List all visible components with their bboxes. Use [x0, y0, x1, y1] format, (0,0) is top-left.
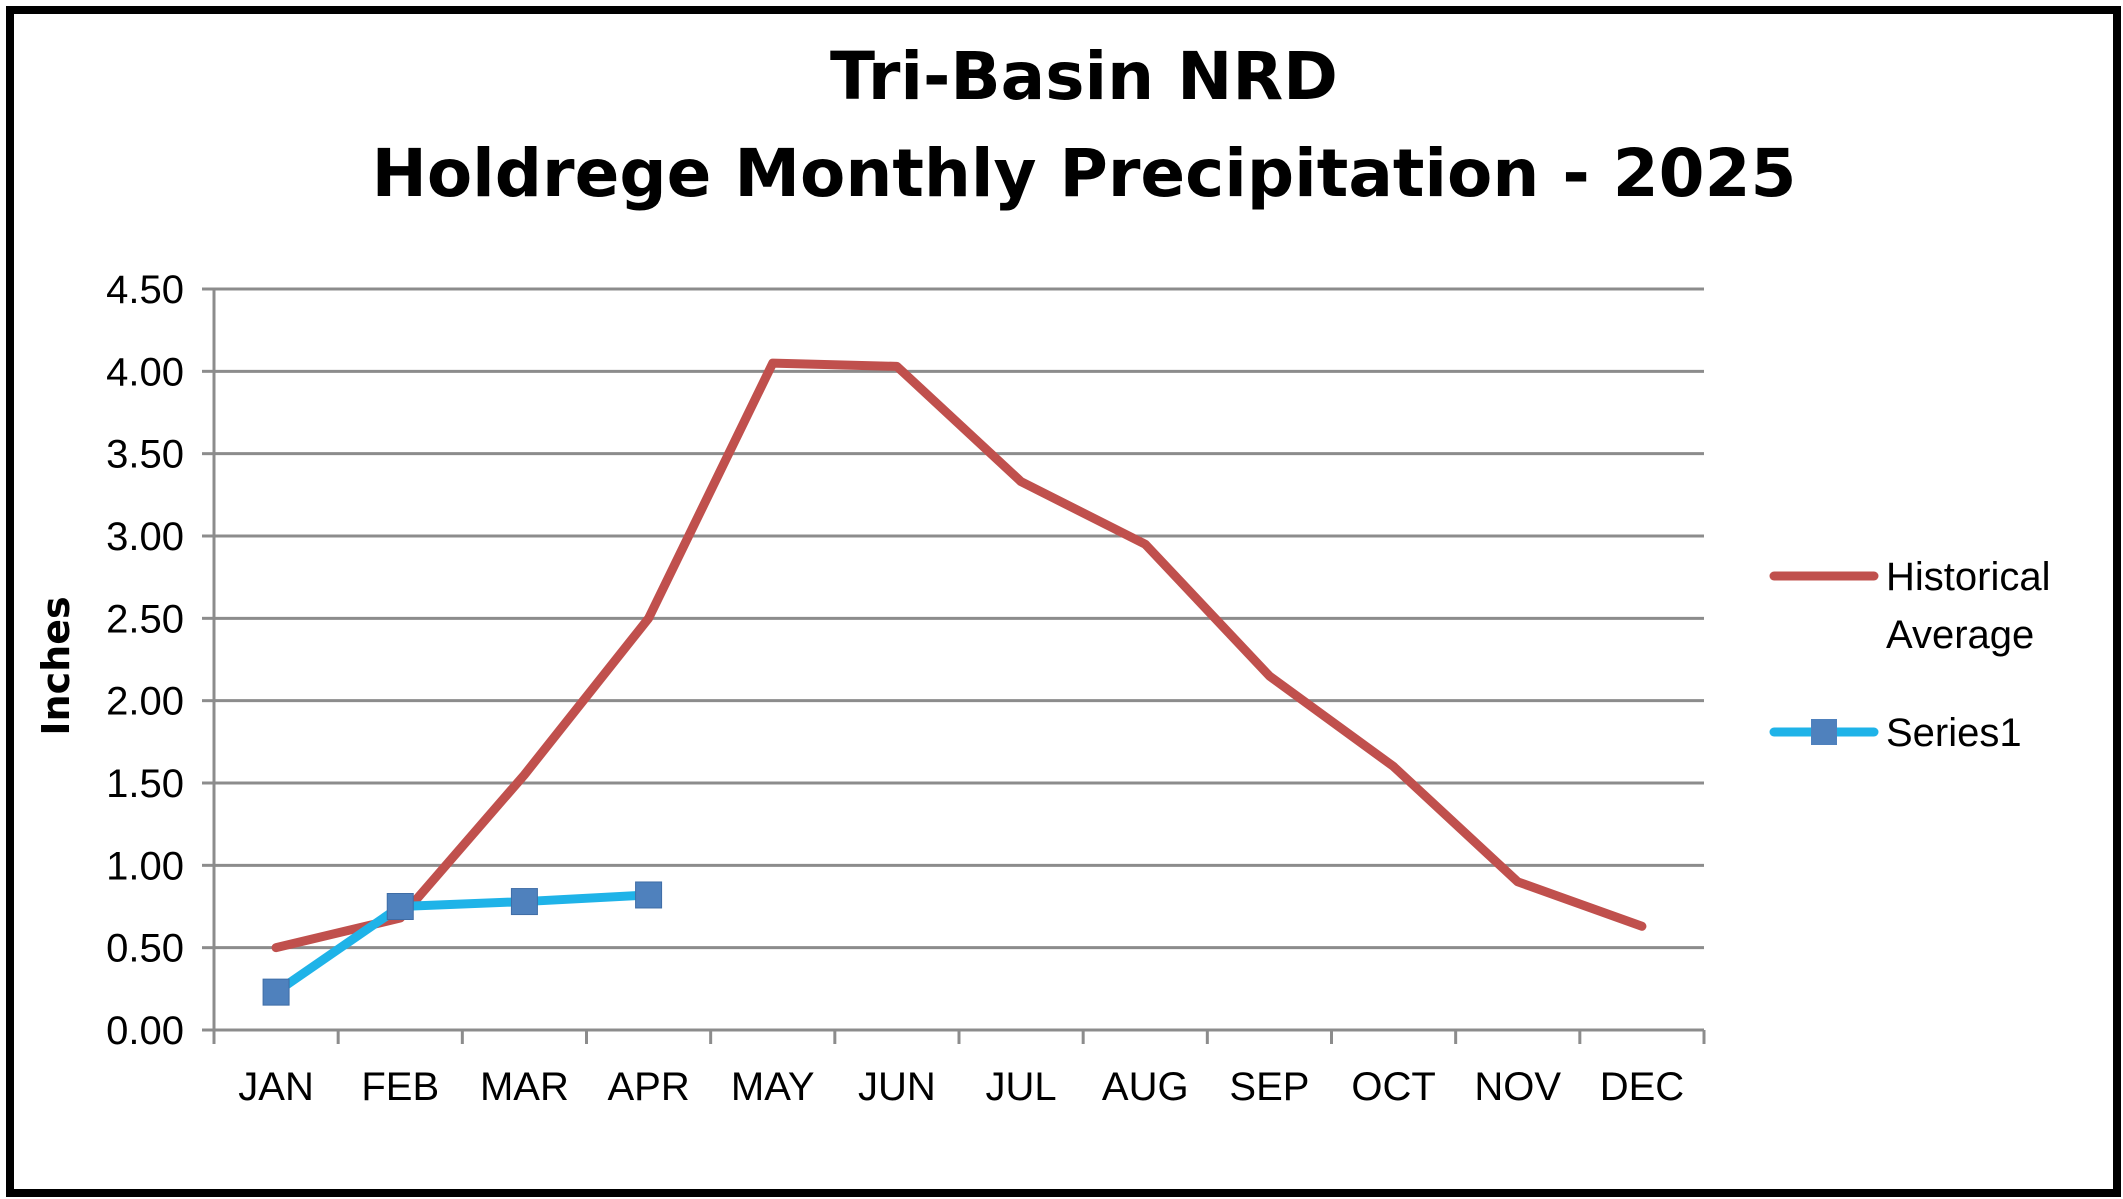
x-tick-label-oct: OCT [1351, 1065, 1435, 1109]
x-tick-label-dec: DEC [1600, 1065, 1684, 1109]
chart-title-line-2: Holdrege Monthly Precipitation - 2025 [372, 135, 1797, 212]
series-1-point-mar [510, 888, 538, 916]
x-tick-labels: JAN FEB MAR APR MAY JUN JUL AUG SEP OCT NOV DEC [238, 1065, 1684, 1109]
x-tick-label-may: MAY [731, 1065, 815, 1109]
legend-marker-1 [1811, 719, 1837, 745]
x-tick-label-aug: AUG [1102, 1065, 1189, 1109]
y-tick-label-6: 3.00 [106, 515, 184, 559]
legend-label-0-0: Historical [1886, 555, 2050, 599]
y-tick-label-9: 4.50 [106, 268, 184, 312]
x-tick-label-sep: SEP [1229, 1065, 1309, 1109]
y-tick-label-7: 3.50 [106, 433, 184, 477]
y-tick-label-2: 1.00 [106, 844, 184, 888]
y-tick-labels: 0.00 0.50 1.00 1.50 2.00 2.50 3.00 3.50 4.00 4.50 [106, 268, 184, 1053]
chart-frame: Tri-Basin NRD Holdrege Monthly Precipita… [6, 6, 2121, 1197]
y-tick-label-3: 1.50 [106, 762, 184, 806]
gridlines [214, 287, 1704, 950]
chart-title-line-1: Tri-Basin NRD [830, 38, 1338, 115]
series-lines [262, 358, 1647, 1006]
y-axis-label: Inches [34, 596, 78, 735]
x-tick-label-jun: JUN [858, 1065, 936, 1109]
y-tick-label-5: 2.50 [106, 597, 184, 641]
series-1-point-feb [386, 893, 414, 920]
x-tick-label-apr: APR [607, 1065, 689, 1109]
series-1-point-jan [262, 978, 290, 1006]
x-tick-label-jul: JUL [986, 1065, 1057, 1109]
x-tick-label-mar: MAR [480, 1065, 569, 1109]
series-line-0 [271, 358, 1647, 953]
legend-label-0-1: Average [1886, 613, 2034, 657]
y-tick-label-1: 0.50 [106, 927, 184, 971]
legend-label-1-0: Series1 [1886, 711, 2022, 755]
y-tick-label-4: 2.00 [106, 680, 184, 724]
legend: Historical Average Series1 [1769, 555, 2050, 755]
x-tick-label-nov: NOV [1474, 1065, 1561, 1109]
axes [202, 287, 1706, 1044]
series-line-1 [271, 890, 654, 997]
series-1-point-apr [635, 881, 663, 909]
x-tick-label-feb: FEB [361, 1065, 439, 1109]
y-tick-label-0: 0.00 [106, 1009, 184, 1053]
x-tick-label-jan: JAN [238, 1065, 314, 1109]
y-tick-label-8: 4.00 [106, 350, 184, 394]
precipitation-line-chart: Tri-Basin NRD Holdrege Monthly Precipita… [34, 38, 2050, 1109]
